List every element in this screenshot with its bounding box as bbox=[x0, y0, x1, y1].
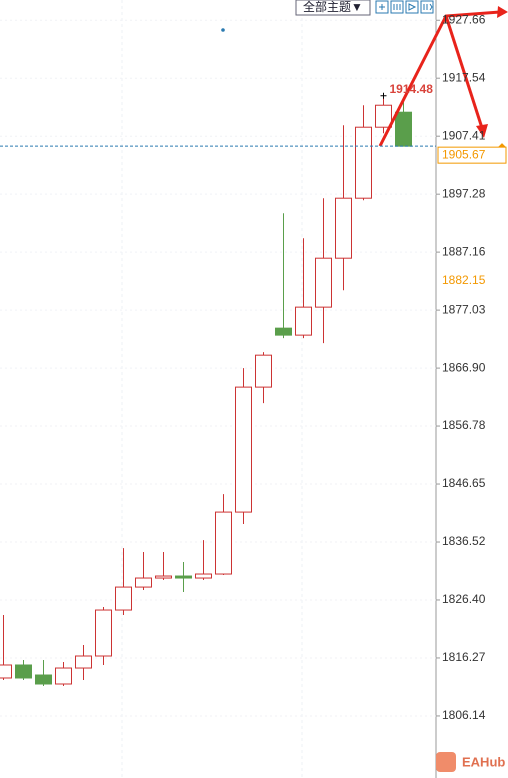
candle-body bbox=[315, 257, 332, 308]
y-tick-label: 1846.65 bbox=[442, 476, 486, 490]
watermark: EAHub bbox=[436, 752, 505, 772]
y-tick-label: 1866.90 bbox=[442, 360, 486, 374]
candle-body bbox=[135, 577, 152, 588]
candle-body bbox=[195, 573, 212, 579]
candle-body bbox=[75, 655, 92, 669]
y-tick-label: 1907.41 bbox=[442, 128, 486, 142]
y-tick-label: 1897.28 bbox=[442, 186, 486, 200]
watermark-text: EAHub bbox=[462, 754, 505, 769]
high-marker bbox=[380, 92, 387, 99]
candle-body bbox=[95, 609, 112, 657]
grid bbox=[0, 19, 436, 717]
candle-body bbox=[215, 511, 232, 575]
candle-body bbox=[155, 575, 172, 579]
theme-button-label[interactable]: 全部主题▼ bbox=[303, 0, 363, 14]
last-price-box bbox=[437, 146, 507, 164]
y-tick-label: 1816.27 bbox=[442, 650, 486, 664]
y-tick-label: 1836.52 bbox=[442, 534, 486, 548]
candle-body bbox=[35, 674, 52, 685]
candle-body bbox=[55, 667, 72, 685]
y-tick-label: 1927.66 bbox=[442, 12, 486, 26]
y-tick-label: 1887.16 bbox=[442, 244, 486, 258]
candle-body bbox=[255, 354, 272, 388]
marker-bg bbox=[438, 272, 488, 289]
candle-body bbox=[275, 327, 292, 336]
drawn-arrows bbox=[378, 6, 508, 147]
y-tick-label: 1856.78 bbox=[442, 418, 486, 432]
candle-body bbox=[15, 664, 32, 679]
candle-body bbox=[395, 111, 412, 147]
toolbar-icons[interactable] bbox=[375, 0, 434, 14]
candle-body bbox=[295, 306, 312, 336]
candle-body bbox=[375, 104, 392, 128]
candle-body bbox=[115, 586, 132, 611]
last-price-arrow bbox=[498, 143, 506, 148]
dot-marker bbox=[221, 28, 225, 32]
candle-body bbox=[175, 575, 192, 579]
y-tick-label: 1826.40 bbox=[442, 592, 486, 606]
high-label: 1914.48 bbox=[390, 82, 434, 96]
marker-price-label: 1882.15 bbox=[442, 273, 486, 287]
candle-body bbox=[335, 197, 352, 259]
y-tick-label: 1917.54 bbox=[442, 70, 486, 84]
y-tick-label: 1806.14 bbox=[442, 708, 486, 722]
candles bbox=[0, 95, 412, 687]
last-price-label: 1905.67 bbox=[442, 147, 486, 161]
candle-body bbox=[0, 664, 12, 679]
candle-body bbox=[355, 126, 372, 199]
theme-button[interactable] bbox=[295, 0, 371, 16]
y-tick-label: 1877.03 bbox=[442, 302, 486, 316]
candle-body bbox=[235, 386, 252, 513]
